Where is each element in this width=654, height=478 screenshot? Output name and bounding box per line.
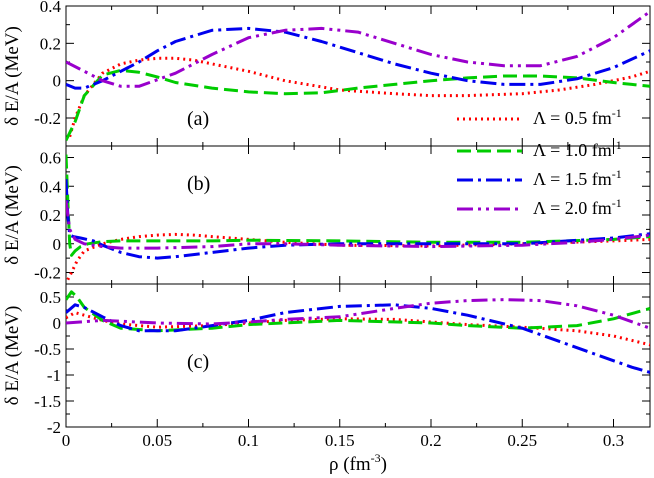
- y-tick-label: -0.5: [34, 340, 61, 359]
- panel-label: (b): [187, 173, 210, 195]
- x-tick-label: 0.3: [603, 431, 624, 450]
- panel-b: -0.2 0 0.2 0.4 0.6 δ E/A (MeV) (b): [2, 145, 651, 285]
- y-tick-label: 0.4: [40, 177, 62, 196]
- x-tick-label: 0.15: [325, 431, 355, 450]
- y-tick-label: 0: [53, 314, 62, 333]
- series-line: [66, 298, 650, 330]
- x-axis-title-text: ρ (fm-3): [329, 451, 387, 475]
- series-line: [66, 290, 650, 333]
- y-tick-label: 0.4: [40, 0, 62, 16]
- panel-label: (a): [187, 108, 209, 130]
- series-line: [66, 200, 650, 250]
- y-tick-label: -1: [47, 366, 61, 385]
- legend: Λ = 0.5 fm-1 Λ = 1.0 fm-1 Λ = 1.5 fm-1 Λ = …: [457, 106, 622, 218]
- x-axis-title: ρ (fm-3): [329, 451, 387, 475]
- legend-entry: Λ = 0.5 fm-1: [533, 106, 622, 128]
- y-axis-title: δ E/A (MeV): [2, 165, 23, 265]
- panel-c: -2 -1.5 -1 -0.5 0 0.5 0 0.05 0.1 0.15 0.2 0.25 0.3 δ …: [2, 283, 651, 450]
- series-line: [66, 10, 650, 88]
- y-tick-label: 0: [53, 72, 62, 91]
- plot-frame: [65, 283, 651, 428]
- panel-a: -0.2 0 0.2 0.4 δ E/A (MeV) (a): [2, 0, 651, 147]
- y-axis-title: δ E/A (MeV): [2, 26, 23, 126]
- legend-entry: Λ = 1.5 fm-1: [533, 167, 622, 189]
- series-line: [66, 26, 650, 90]
- x-tick-label: 0: [62, 431, 71, 450]
- series-line: [66, 303, 650, 374]
- y-tick-label: -2: [47, 418, 61, 437]
- series-line: [66, 68, 650, 142]
- series-line: [68, 56, 650, 138]
- y-tick-label: -1.5: [34, 392, 61, 411]
- panel-label: (c): [187, 351, 209, 373]
- y-tick-label: 0.2: [40, 206, 61, 225]
- legend-entry: Λ = 2.0 fm-1: [533, 196, 622, 218]
- y-tick-label: 0.5: [40, 288, 61, 307]
- y-tick-label: 0: [53, 235, 62, 254]
- y-tick-label: 0.2: [40, 34, 61, 53]
- y-tick-label: -0.2: [34, 109, 61, 128]
- x-tick-label: 0.1: [238, 431, 259, 450]
- y-axis-title: δ E/A (MeV): [2, 306, 23, 406]
- series-line: [66, 311, 650, 347]
- x-tick-label: 0.25: [507, 431, 537, 450]
- x-tick-label: 0.2: [420, 431, 441, 450]
- y-tick-label: -0.2: [34, 264, 61, 283]
- series-line: [66, 179, 650, 260]
- x-tick-label: 0.05: [142, 431, 172, 450]
- y-tick-label: 0.6: [40, 149, 61, 168]
- legend-entry: Λ = 1.0 fm-1: [533, 138, 622, 160]
